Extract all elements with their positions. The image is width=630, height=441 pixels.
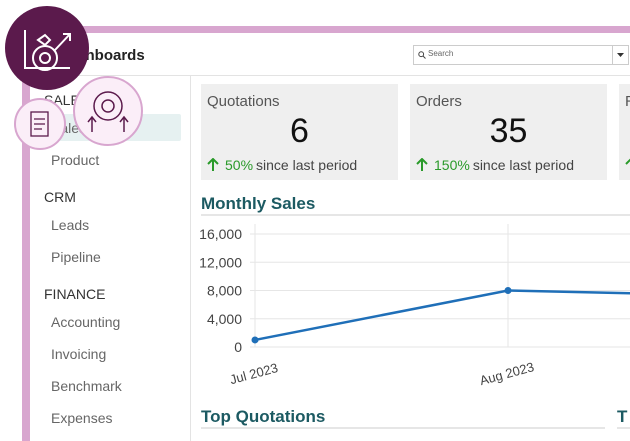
sidebar-item[interactable]: Benchmark: [51, 378, 122, 394]
card-value: 6: [290, 112, 309, 150]
card-change: 50%: [225, 157, 254, 173]
search-placeholder: Search: [428, 49, 454, 58]
point: [504, 287, 512, 294]
header: [30, 33, 630, 76]
card-value: 35: [489, 112, 528, 150]
up-arrow: [416, 158, 428, 171]
y-tick-label: 4,000: [207, 311, 242, 327]
up-arrow: [207, 158, 219, 171]
finance-icon: [87, 91, 129, 132]
y-tick-label: 8,000: [207, 283, 242, 299]
point: [251, 336, 259, 344]
card-note: since last period: [472, 157, 574, 173]
logo-badge: [5, 6, 89, 90]
finance-badge: [73, 76, 143, 146]
report-icon: [30, 111, 49, 137]
sidebar-item[interactable]: Leads: [51, 217, 90, 233]
chart-title: Monthly Sales: [201, 194, 315, 213]
divider: [612, 46, 613, 64]
card-change: 150%: [434, 157, 470, 173]
card-title: R: [625, 93, 630, 110]
up-arrow: [625, 158, 630, 171]
sidebar-item[interactable]: Pipeline: [51, 249, 101, 265]
sidebar: [30, 76, 191, 441]
stat-card: R: [619, 84, 630, 180]
search-icon: [418, 51, 426, 59]
sidebar-item[interactable]: Accounting: [51, 314, 121, 330]
section-title: T: [617, 407, 628, 426]
y-tick-label: 12,000: [199, 254, 242, 270]
section-title: Top Quotations: [201, 407, 325, 426]
sidebar-item[interactable]: Product: [51, 152, 100, 168]
sidebar-section-title: FINANCE: [44, 286, 106, 302]
card-title: Orders: [416, 93, 462, 110]
stat-card: Orders 35 150% since last period: [410, 84, 607, 180]
search-box[interactable]: Search: [413, 45, 629, 65]
y-tick-label: 0: [234, 339, 242, 355]
dropdown-arrow[interactable]: [617, 53, 624, 57]
sidebar-section-title: CRM: [44, 189, 76, 205]
card-title: Quotations: [207, 93, 280, 110]
y-tick-label: 16,000: [199, 226, 242, 242]
sidebar-item[interactable]: Expenses: [51, 410, 113, 426]
logo-icon: [24, 30, 71, 71]
sidebar-item[interactable]: Invoicing: [51, 346, 107, 362]
card-note: since last period: [256, 157, 358, 173]
stat-card: Quotations 6 50% since last period: [201, 84, 398, 180]
